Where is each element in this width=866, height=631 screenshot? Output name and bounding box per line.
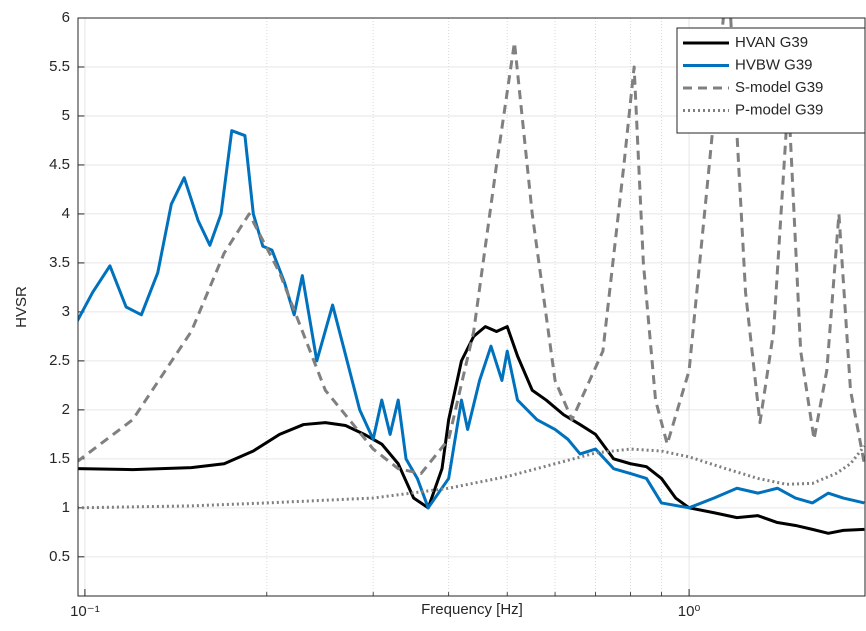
y-axis-label: HVSR xyxy=(13,286,30,328)
legend-label: S-model G39 xyxy=(735,79,823,96)
y-tick-label: 3.5 xyxy=(49,254,70,271)
series-group xyxy=(78,18,865,535)
legend-label: HVBW G39 xyxy=(735,56,813,73)
y-tick-label: 3 xyxy=(62,303,70,320)
series-line xyxy=(78,129,865,510)
y-tick-label: 6 xyxy=(62,9,70,26)
y-tick-label: 1 xyxy=(62,499,70,516)
axes-box xyxy=(77,17,866,597)
legend-label: P-model G39 xyxy=(735,101,823,118)
y-tick-label: 2.5 xyxy=(49,352,70,369)
y-tick-label: 4 xyxy=(62,205,70,222)
y-tick-label: 1.5 xyxy=(49,450,70,467)
y-tick-label: 4.5 xyxy=(49,156,70,173)
y-tick-label: 5.5 xyxy=(49,58,70,75)
legend-box xyxy=(676,27,866,134)
x-tick-label: 10⁰ xyxy=(678,603,701,620)
y-tick-label: 2 xyxy=(62,401,70,418)
y-tick-label: 0.5 xyxy=(49,548,70,565)
y-tick-label: 5 xyxy=(62,107,70,124)
x-axis-label: Frequency [Hz] xyxy=(421,601,523,618)
x-tick-label: 10⁻¹ xyxy=(70,603,100,620)
legend-label: HVAN G39 xyxy=(735,34,808,51)
series-line xyxy=(78,325,865,535)
